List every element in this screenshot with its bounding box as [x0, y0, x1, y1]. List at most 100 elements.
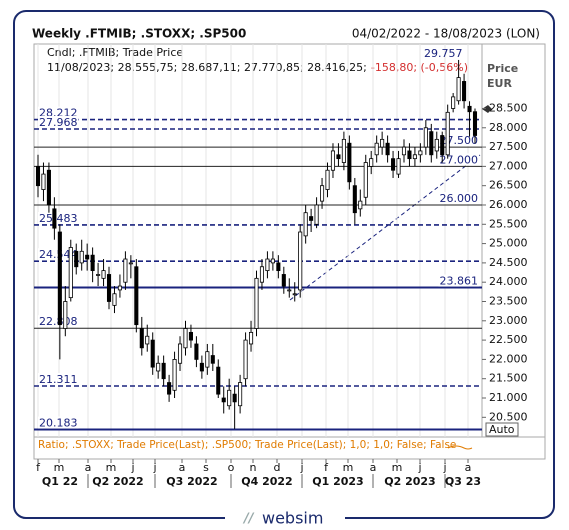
x-tick-label: a — [179, 461, 186, 474]
level-label-bg — [38, 416, 79, 429]
footer-logo-mark: // — [242, 512, 255, 527]
candle-body — [156, 362, 161, 372]
candle-body — [90, 254, 95, 272]
quarter-label: Q2 2023 — [384, 475, 435, 488]
candle-body — [341, 138, 346, 163]
y-tick-label: 25.000 — [489, 237, 528, 250]
x-tick-label: d — [274, 461, 281, 474]
candle-body — [336, 154, 341, 160]
x-tick-label: j — [417, 461, 421, 474]
x-tick-label: m — [392, 461, 403, 474]
x-tick-label: o — [228, 461, 235, 474]
candle-body — [325, 169, 330, 190]
trend-line — [289, 154, 481, 301]
candle-body — [292, 293, 297, 296]
auto-button-label[interactable]: Auto — [489, 423, 515, 436]
x-tick-label: m — [343, 461, 354, 474]
lower-panel — [33, 436, 546, 460]
candle-body — [57, 231, 62, 326]
candle-body — [309, 216, 314, 221]
candle-body — [46, 169, 51, 206]
lower-panel-text: Ratio; .STOXX; Trade Price(Last); .SP500… — [38, 439, 456, 451]
candle-body — [281, 274, 286, 287]
candle-body — [298, 231, 303, 291]
candle-body — [68, 247, 73, 299]
candle-body — [429, 131, 434, 156]
date-range: 04/02/2022 - 18/08/2023 (LON) — [352, 27, 540, 41]
plot-frame — [33, 43, 546, 438]
info-change: -158,80; (-0,56%) — [371, 61, 468, 74]
candle-body — [167, 382, 172, 395]
y-tick-label: 20.500 — [489, 410, 528, 423]
candle-body — [472, 111, 478, 136]
level-label: 20.183 — [39, 417, 78, 430]
level-label: 27.000 — [440, 153, 479, 166]
candle-body — [199, 362, 204, 372]
candle-body — [227, 389, 232, 407]
candle-body — [210, 355, 215, 364]
y-tick-label: 23.500 — [489, 294, 528, 307]
candle-body — [117, 285, 122, 291]
candle-body — [385, 142, 390, 156]
candle-body — [128, 262, 133, 265]
candle-body — [445, 111, 450, 156]
x-tick-label: m — [54, 461, 65, 474]
auto-button[interactable] — [485, 422, 519, 437]
ratio-line — [447, 445, 473, 450]
candle-body — [401, 146, 407, 156]
currency-label: EUR — [487, 77, 512, 90]
candle-body — [303, 212, 308, 237]
candle-body — [183, 328, 188, 349]
candle-body — [172, 359, 177, 391]
candle-body — [232, 393, 237, 403]
candle-body — [52, 208, 57, 229]
candle-body — [205, 351, 210, 368]
level-label: 27.968 — [39, 116, 78, 129]
candle-body — [238, 382, 243, 407]
candle-body — [35, 165, 41, 187]
level-label: 27.500 — [440, 134, 479, 147]
x-tick-label: a — [85, 461, 92, 474]
candle-body — [254, 277, 259, 329]
level-label: 21.311 — [39, 373, 78, 386]
x-tick-label: n — [250, 461, 257, 474]
level-label-bg — [438, 191, 479, 204]
x-tick-label: j — [299, 461, 303, 474]
candle-body — [177, 343, 183, 364]
candle-body — [347, 142, 352, 183]
level-label-bg — [38, 211, 79, 224]
quarter-label: Q3 2022 — [166, 475, 217, 488]
candle-body — [412, 154, 417, 160]
info-header: Cndl; .FTMIB; Trade Price — [47, 46, 183, 59]
candle-body — [101, 270, 106, 279]
candle-body — [287, 289, 292, 292]
y-tick-label: 24.500 — [489, 256, 528, 269]
candle-body — [440, 135, 445, 156]
candle-body — [380, 138, 385, 148]
candle-body — [188, 331, 193, 341]
y-tick-label: 27.000 — [489, 159, 528, 172]
candle-body — [161, 362, 166, 380]
y-tick-label: 22.000 — [489, 352, 528, 365]
candle-body — [150, 339, 155, 368]
y-tick-label: 26.500 — [489, 179, 528, 192]
x-tick-label: m — [106, 461, 117, 474]
candle-body — [85, 254, 90, 260]
candle-body — [314, 204, 319, 225]
candle-body — [418, 150, 423, 156]
candle-body — [265, 258, 270, 272]
candle-body — [330, 150, 336, 171]
x-tick-label: s — [203, 461, 209, 474]
candle-body — [396, 158, 401, 175]
candle-body — [41, 173, 46, 190]
x-tick-label: j — [152, 461, 156, 474]
quarter-label: Q2 2022 — [92, 475, 143, 488]
candle-body — [216, 366, 221, 395]
quarter-label: Q1 22 — [42, 475, 78, 488]
candle-body — [423, 127, 428, 148]
y-tick-label: 26.000 — [489, 198, 528, 211]
candle-body — [467, 105, 472, 113]
x-tick-label: f — [36, 461, 41, 474]
candle-body — [112, 293, 117, 306]
